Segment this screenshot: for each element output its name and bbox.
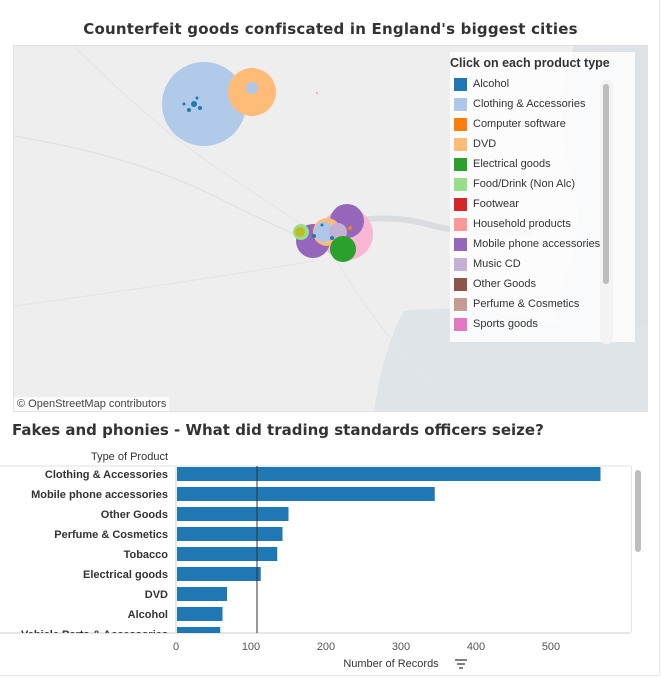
category-label[interactable]: Other Goods [101, 509, 168, 521]
map-bubble-household[interactable] [316, 92, 318, 94]
legend-swatch [454, 318, 467, 331]
road [14, 260, 315, 307]
bar-scroll-thumb[interactable] [635, 470, 641, 552]
bar[interactable] [177, 587, 227, 601]
map-bubble-alcohol[interactable] [198, 106, 202, 110]
x-tick-label: 400 [467, 641, 485, 653]
map-legend: Click on each product type Alcohol Clothi… [450, 52, 635, 344]
map-bubble-electrical[interactable] [330, 236, 356, 262]
bar-chart-scrollbar[interactable] [631, 466, 644, 633]
category-label[interactable]: Clothing & Accessories [45, 469, 168, 481]
legend-label: Other Goods [473, 278, 536, 290]
x-tick-label: 300 [392, 641, 410, 653]
x-tick-label: 500 [542, 641, 560, 653]
map-bubble-alcohol[interactable] [187, 108, 191, 112]
road [73, 46, 335, 247]
x-tick-label: 200 [317, 641, 335, 653]
bar[interactable] [177, 467, 601, 481]
bar-chart: Type of Product Clothing & Accessories Mob… [0, 446, 661, 677]
bar[interactable] [177, 567, 261, 581]
legend-label: Household products [473, 218, 571, 230]
bar[interactable] [177, 607, 223, 621]
category-label[interactable]: Perfume & Cosmetics [54, 529, 168, 541]
map-bubble-clothing[interactable] [246, 82, 258, 94]
map-attribution[interactable]: © OpenStreetMap contributors [14, 397, 170, 411]
legend-swatch [454, 278, 467, 291]
map-bubble-alcohol[interactable] [195, 96, 199, 100]
bar[interactable] [177, 487, 435, 501]
legend-label: Sports goods [473, 318, 538, 330]
map-bubble-clothing[interactable] [162, 62, 246, 146]
map-bubble-alcohol[interactable] [320, 223, 324, 227]
map-bubble-software[interactable] [348, 226, 352, 230]
map-bubble-clothing[interactable] [314, 222, 334, 242]
legend-title: Click on each product type [450, 56, 610, 70]
bar[interactable] [177, 547, 278, 561]
category-label[interactable]: Vehicle Parts & Accessories [21, 629, 168, 641]
bar[interactable] [177, 527, 283, 541]
legend-swatch [454, 78, 467, 91]
bar[interactable] [177, 507, 289, 521]
legend-label: Alcohol [473, 78, 510, 90]
sort-icon [455, 659, 467, 669]
legend-swatch [454, 98, 467, 111]
legend-label: Mobile phone accessories [473, 238, 601, 250]
bar[interactable] [177, 627, 221, 641]
category-header: Type of Product [91, 451, 168, 463]
bar-chart-canvas: Type of Product Clothing & Accessories Mob… [0, 451, 630, 670]
legend-label: Electrical goods [473, 158, 551, 170]
legend-swatch [454, 198, 467, 211]
legend-swatch [454, 238, 467, 251]
legend-label: Clothing & Accessories [473, 98, 586, 110]
road [333, 255, 435, 387]
legend-swatch [454, 258, 467, 271]
legend-label: Footwear [473, 198, 519, 210]
legend-label: Food/Drink (Non Alc) [473, 178, 576, 190]
category-label[interactable]: Alcohol [128, 609, 168, 621]
category-label[interactable]: DVD [145, 589, 168, 601]
x-tick-label: 0 [173, 641, 179, 653]
map-view[interactable]: Click on each product type Alcohol Clothi… [13, 45, 648, 412]
map-bubble-alcohol[interactable] [330, 236, 334, 240]
legend-swatch [454, 218, 467, 231]
category-label[interactable]: Electrical goods [83, 569, 168, 581]
legend-label: Perfume & Cosmetics [473, 298, 580, 310]
map-bubble-other[interactable] [295, 227, 305, 237]
road [14, 135, 335, 252]
legend-swatch [454, 138, 467, 151]
legend-label: DVD [473, 138, 497, 150]
category-label[interactable]: Tobacco [124, 549, 169, 561]
legend-swatch [454, 178, 467, 191]
map-title: Counterfeit goods confiscated in England… [83, 20, 578, 38]
legend-label: Computer software [473, 118, 566, 130]
legend-scrollbar[interactable] [600, 80, 613, 344]
legend-scroll-thumb[interactable] [603, 84, 609, 284]
map-bubble-alcohol[interactable] [312, 234, 316, 238]
legend-swatch [454, 298, 467, 311]
bars-group: Clothing & Accessories Mobile phone acces… [21, 467, 601, 641]
legend-swatch [454, 118, 467, 131]
map-bubble-alcohol[interactable] [182, 102, 186, 106]
bar-chart-title: Fakes and phonies - What did trading sta… [12, 421, 544, 439]
legend-swatch [454, 158, 467, 171]
x-axis-label: Number of Records [343, 658, 439, 670]
map-bubble-alcohol[interactable] [191, 101, 197, 107]
x-tick-label: 100 [242, 641, 260, 653]
category-label[interactable]: Mobile phone accessories [31, 489, 168, 501]
legend-label: Music CD [473, 258, 521, 270]
